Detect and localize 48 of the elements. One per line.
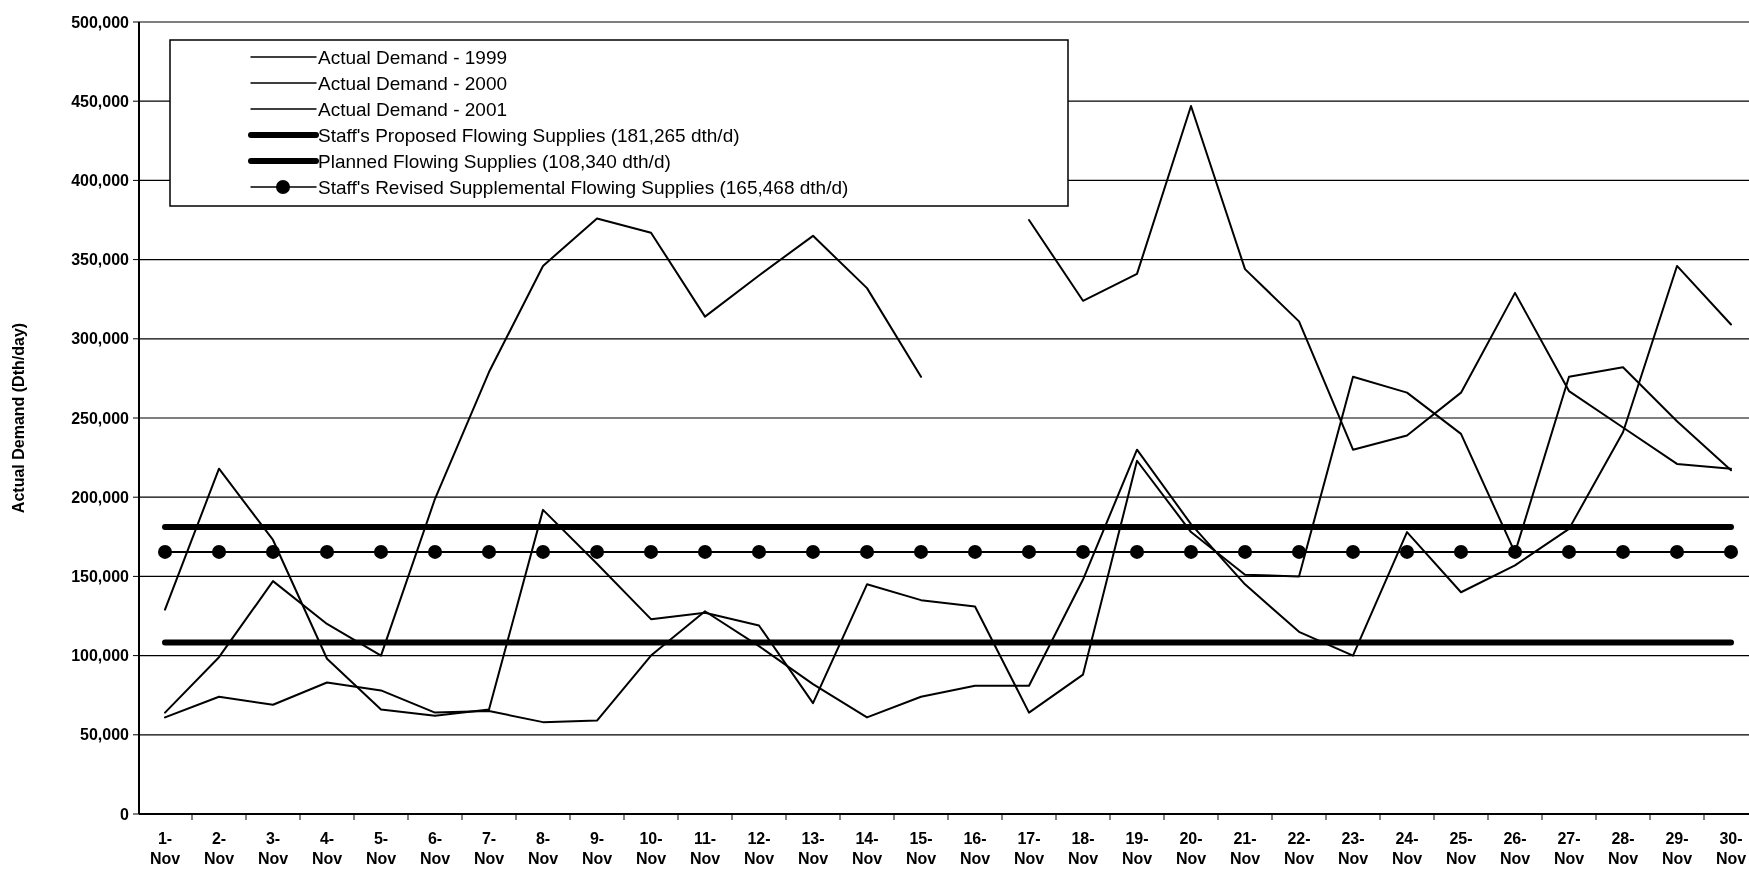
x-tick-label: 7-Nov [473,830,505,867]
x-tick-label: 21-Nov [1229,830,1261,867]
x-tick-label: 26-Nov [1499,830,1531,867]
legend-label: Actual Demand - 1999 [318,46,508,68]
x-tick-label: 15-Nov [905,830,937,867]
x-tick-label: 23-Nov [1337,830,1369,867]
x-tick-label: 4-Nov [311,830,343,867]
x-tick-label: 25-Nov [1445,830,1477,867]
y-tick-label: 350,000 [71,251,130,269]
x-tick-label: 9-Nov [581,830,613,867]
legend-label: Actual Demand - 2000 [318,72,508,94]
y-tick-label: 400,000 [71,172,130,189]
legend-label: Planned Flowing Supplies (108,340 dth/d) [318,150,671,172]
x-tick-label: 2-Nov [203,830,235,867]
x-tick-label: 8-Nov [527,830,559,867]
x-tick-label: 14-Nov [851,830,883,867]
y-tick-label: 200,000 [71,488,130,506]
x-tick-label: 29-Nov [1661,830,1693,867]
legend-label: Staff's Proposed Flowing Supplies (181,265 dth/d) [318,124,740,146]
y-tick-label: 150,000 [71,568,130,585]
x-tick-label: 28-Nov [1607,830,1639,867]
x-tick-label: 20-Nov [1175,830,1207,867]
x-tick-label: 11-Nov [689,830,721,867]
x-tick-label: 16-Nov [959,830,991,867]
x-tick-label: 27-Nov [1553,830,1585,867]
x-tick-label: 19-Nov [1121,830,1153,867]
x-tick-label: 13-Nov [797,830,829,867]
legend-label: Staff's Revised Supplemental Flowing Supplies (165,468 dth/d) [318,176,849,198]
y-tick-label: 100,000 [71,647,130,665]
x-tick-label: 6-Nov [419,830,451,867]
x-tick-label: 30-Nov [1715,830,1747,867]
y-tick-label: 250,000 [71,409,130,427]
x-tick-label: 24-Nov [1391,830,1423,867]
x-tick-label: 10-Nov [635,830,667,867]
y-tick-label: 500,000 [71,13,130,31]
x-tick-label: 3-Nov [257,830,289,867]
x-tick-label: 5-Nov [365,830,397,867]
y-tick-label: 450,000 [71,92,130,110]
x-tick-label: 17-Nov [1013,830,1045,867]
x-tick-label: 18-Nov [1067,830,1099,867]
x-tick-label: 1-Nov [149,830,181,867]
legend-label: Actual Demand - 2001 [318,98,508,120]
y-tick-label: 0 [120,805,130,823]
y-axis-title: Actual Demand (Dth/day) [10,322,27,514]
y-tick-label: 300,000 [71,330,130,348]
y-tick-label: 50,000 [80,726,130,744]
x-tick-label: 22-Nov [1283,830,1315,867]
x-tick-label: 12-Nov [743,830,775,867]
